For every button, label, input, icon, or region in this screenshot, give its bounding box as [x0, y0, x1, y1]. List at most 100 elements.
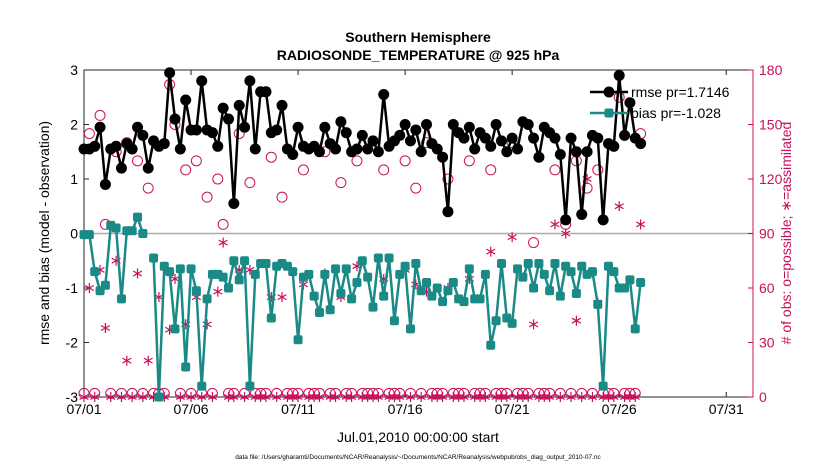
rmse-point [115, 162, 127, 174]
obs-possible-marker [276, 191, 288, 203]
obs-possible-marker [265, 151, 277, 163]
obs-possible-marker [217, 218, 229, 230]
obs-assimilated-marker [132, 268, 143, 279]
obs-assimilated-marker [523, 392, 533, 402]
rmse-point [485, 140, 497, 152]
bias-point [518, 272, 528, 282]
bias-point [197, 381, 207, 391]
bias-point [218, 272, 228, 282]
rmse-point [137, 129, 149, 141]
obs-assimilated-marker [138, 392, 148, 402]
rmse-point [158, 138, 170, 150]
y-axis-label-right: # of obs: o=possible; ∗=assimilated [778, 122, 794, 345]
x-axis-label: Jul.01,2010 00:00:00 start [337, 429, 499, 445]
obs-assimilated-marker [207, 392, 218, 402]
bias-point [149, 253, 159, 263]
rmse-point [356, 129, 368, 141]
bias-point [320, 269, 330, 279]
data-file-footnote: data file: /Users/gharamti/Documents/NCA… [235, 454, 601, 461]
obs-possible-marker [132, 155, 144, 167]
bias-point [475, 294, 485, 304]
rmse-point [570, 146, 582, 158]
rmse-point [190, 124, 202, 136]
obs-possible-marker [212, 173, 224, 185]
obs-assimilated-marker [614, 201, 624, 212]
rmse-point [94, 121, 106, 133]
obs-assimilated-marker [229, 392, 239, 402]
bias-point [181, 362, 191, 372]
rmse-point [554, 148, 566, 160]
rmse-point [180, 94, 192, 106]
bias-point [133, 212, 143, 222]
rmse-point [512, 143, 524, 155]
obs-assimilated-marker [84, 283, 95, 293]
bias-point [480, 269, 490, 279]
bias-point [347, 294, 357, 304]
chart-title-line-2: RADIOSONDE_TEMPERATURE @ 925 hPa [277, 47, 560, 63]
rmse-point [635, 138, 647, 150]
obs-assimilated-marker [502, 392, 512, 402]
bias-point [507, 318, 517, 328]
rmse-point [581, 146, 593, 158]
rmse-point [228, 198, 240, 210]
bias-point [240, 256, 250, 266]
obs-possible-marker [190, 155, 202, 167]
obs-assimilated-marker [293, 392, 303, 402]
rmse-point [597, 214, 609, 226]
rmse-point [378, 89, 390, 101]
bias-point [513, 264, 523, 274]
obs-assimilated-marker [213, 286, 223, 297]
rmse-point [132, 121, 144, 133]
bias-point [373, 253, 383, 263]
obs-possible-marker [410, 182, 422, 194]
obs-assimilated-marker [197, 392, 207, 402]
rmse-point [522, 119, 534, 130]
x-tick-label: 07/21 [495, 401, 530, 417]
obs-assimilated-marker [416, 392, 426, 402]
obs-possible-marker [592, 164, 604, 176]
rmse-point [164, 67, 176, 79]
obs-assimilated-marker [635, 219, 646, 230]
rmse-point [576, 208, 588, 220]
obs-possible-marker [297, 164, 309, 176]
obs-assimilated-marker [566, 392, 576, 402]
rmse-point [217, 102, 229, 114]
rmse-point [495, 135, 507, 147]
obs-assimilated-marker [239, 392, 250, 402]
rmse-point [89, 140, 101, 152]
obs-assimilated-marker [175, 392, 185, 402]
obs-assimilated-marker [437, 392, 448, 402]
obs-assimilated-marker [609, 392, 619, 402]
rmse-point [196, 75, 208, 87]
y-tick-label-right: 90 [759, 226, 775, 242]
bias-point [266, 313, 276, 323]
obs-assimilated-marker [555, 392, 565, 402]
obs-assimilated-marker [127, 392, 137, 402]
x-tick-label: 07/16 [388, 401, 423, 417]
rmse-point [239, 121, 251, 133]
y-tick-label-left: -1 [66, 280, 79, 296]
obs-possible-marker [233, 128, 245, 140]
rmse-point [458, 132, 470, 144]
rmse-point [431, 143, 443, 155]
obs-assimilated-marker [480, 392, 491, 402]
bias-point [368, 302, 378, 312]
rmse-point [608, 140, 620, 152]
y-tick-label-right: 30 [759, 335, 775, 351]
bias-point [363, 272, 373, 282]
x-tick-label: 07/26 [602, 401, 637, 417]
obs-assimilated-marker [90, 392, 100, 402]
obs-possible-marker [399, 155, 411, 167]
bias-point [352, 278, 362, 288]
rmse-point [212, 140, 224, 152]
rmse-point [330, 143, 342, 155]
bias-point [100, 280, 110, 290]
rmse-point [592, 132, 604, 144]
rmse-point [394, 129, 406, 141]
rmse-point [415, 146, 427, 158]
rmse-point [404, 135, 416, 147]
rmse-point [560, 214, 572, 226]
legend-rmse-label: rmse pr=1.7146 [631, 84, 730, 100]
y-tick-label-right: 120 [759, 171, 783, 187]
bias-point [529, 283, 539, 293]
